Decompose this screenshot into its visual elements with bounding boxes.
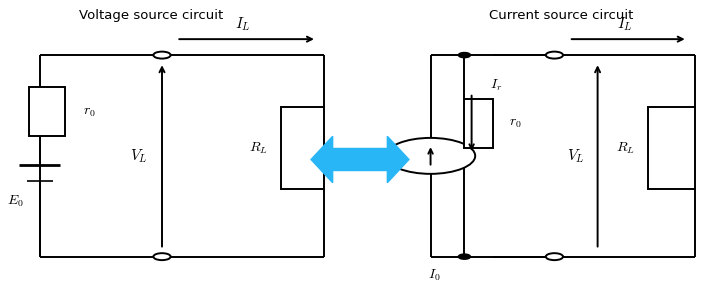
Circle shape (459, 53, 470, 57)
Text: Current source circuit: Current source circuit (490, 9, 634, 22)
Text: Voltage source circuit: Voltage source circuit (79, 9, 223, 22)
Text: Load: Load (290, 143, 315, 153)
Text: $r_0$: $r_0$ (83, 105, 96, 119)
Circle shape (153, 253, 171, 260)
Bar (464, 99, 493, 148)
Bar (648, 107, 695, 188)
Circle shape (459, 254, 470, 259)
Text: $V_L$: $V_L$ (567, 147, 585, 165)
Circle shape (546, 52, 563, 59)
Polygon shape (311, 136, 409, 183)
Text: $R_L$: $R_L$ (616, 140, 635, 155)
Circle shape (546, 253, 563, 260)
Bar (281, 107, 324, 188)
Text: $V_L$: $V_L$ (130, 147, 148, 165)
Text: $I_r$: $I_r$ (490, 78, 502, 93)
Text: $r_0$: $r_0$ (509, 116, 522, 130)
Text: $I_0$: $I_0$ (428, 268, 441, 283)
Bar (29, 87, 65, 136)
Text: $I_L$: $I_L$ (617, 16, 632, 33)
Text: Load: Load (659, 143, 684, 153)
Circle shape (153, 52, 171, 59)
Text: $E_0$: $E_0$ (7, 194, 24, 209)
Circle shape (386, 138, 475, 174)
Text: $I_L$: $I_L$ (235, 16, 251, 33)
Text: $R_L$: $R_L$ (249, 140, 268, 155)
